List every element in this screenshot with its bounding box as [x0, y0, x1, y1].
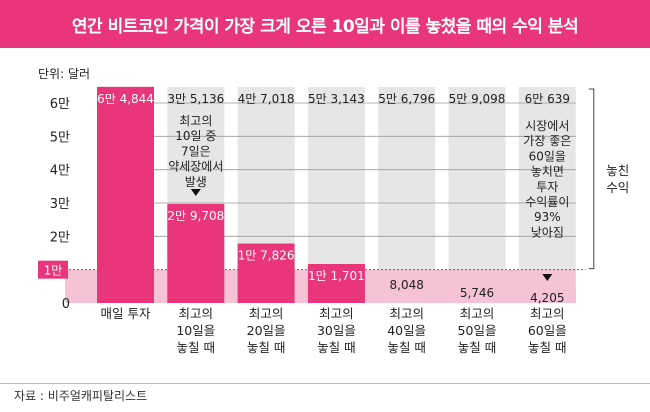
- category-label: 최고의: [249, 306, 284, 321]
- category-label: 최고의: [460, 306, 495, 321]
- source-divider: [0, 383, 650, 384]
- bar: [237, 243, 295, 303]
- category-label: 최고의: [389, 306, 424, 321]
- category-label: 놓칠 때: [247, 340, 285, 355]
- annotation-text: 가장 좋은: [523, 134, 571, 148]
- category-label: 20일을: [247, 323, 286, 338]
- category-label: 60일을: [528, 323, 567, 338]
- missed-profit-bracket: [588, 88, 595, 270]
- bar: [307, 263, 365, 303]
- annotation-text: 10일 중: [175, 129, 216, 143]
- annotation-text: 시장에서: [525, 119, 569, 133]
- annotation-arrow: [190, 188, 201, 196]
- missed-value-label: 6만 639: [525, 92, 570, 106]
- category-label: 놓칠 때: [458, 340, 496, 355]
- y-tick-label: 0: [62, 297, 70, 312]
- category-label: 놓칠 때: [177, 340, 215, 355]
- category-label: 최고의: [179, 306, 214, 321]
- category-label: 30일을: [317, 323, 356, 338]
- missed-profit-area: [448, 87, 506, 270]
- bracket-label: 놓친: [606, 163, 629, 178]
- y-tick-label: 3만: [50, 197, 70, 212]
- bar: [448, 283, 506, 303]
- category-label: 최고의: [530, 306, 565, 321]
- bar: [518, 288, 576, 303]
- category-label: 50일을: [458, 323, 497, 338]
- bar-value-label: 4,205: [530, 291, 564, 305]
- missed-value-label: 3만 5,136: [167, 92, 224, 106]
- category-label: 최고의: [319, 306, 354, 321]
- annotation-text: 약세장에서: [168, 159, 223, 174]
- bracket-label: 수익: [606, 180, 629, 195]
- annotation-text: 최고의: [179, 114, 212, 128]
- bar-value-label: 1만 1,701: [308, 269, 365, 283]
- category-label: 놓칠 때: [387, 340, 425, 355]
- bar-value-label: 2만 9,708: [167, 209, 224, 223]
- category-label: 놓칠 때: [317, 340, 355, 355]
- unit-label: 단위: 달러: [38, 67, 90, 81]
- missed-profit-area: [378, 87, 436, 270]
- bar-value-label: 5,746: [460, 286, 494, 300]
- bar: [167, 203, 225, 303]
- chart-title: 연간 비트코인 가격이 가장 크게 오른 10일과 이를 놓쳤을 때의 수익 분…: [71, 16, 579, 37]
- bar: [97, 86, 154, 303]
- category-label: 매일 투자: [101, 306, 151, 321]
- annotation-text: 놓치면: [531, 165, 564, 179]
- missed-profit-area: [518, 87, 576, 270]
- annotation-text: 투자: [536, 180, 558, 194]
- category-label: 놓칠 때: [528, 340, 566, 355]
- category-label: 40일을: [387, 323, 426, 338]
- annotation-text: 발생: [185, 175, 207, 189]
- bar-value-label: 8,048: [390, 278, 424, 292]
- missed-profit-area: [237, 87, 295, 270]
- annotation-text: 93%: [534, 210, 561, 224]
- bar-value-label: 6만 4,844: [97, 92, 154, 106]
- y-tick-label: 2만: [50, 230, 70, 245]
- missed-value-label: 5만 6,796: [378, 92, 435, 106]
- y-tick-label: 1만: [44, 264, 63, 278]
- missed-value-label: 5만 9,098: [449, 92, 506, 106]
- missed-profit-area: [307, 87, 365, 270]
- bar-value-label: 1만 7,826: [238, 249, 295, 263]
- missed-value-label: 4만 7,018: [238, 92, 295, 106]
- source-note: 자료 : 비주얼캐피탈리스트: [14, 389, 148, 403]
- annotation-text: 60일을: [529, 149, 566, 163]
- y-tick-label: 5만: [50, 130, 70, 145]
- y-tick-label: 4만: [50, 164, 70, 179]
- baseline-tick-bg: [38, 260, 68, 279]
- title-bar: 연간 비트코인 가격이 가장 크게 오른 10일과 이를 놓쳤을 때의 수익 분…: [0, 0, 650, 48]
- missed-value-label: 5만 3,143: [308, 92, 365, 106]
- bar: [378, 276, 436, 303]
- category-label: 10일을: [176, 323, 215, 338]
- annotation-arrow: [542, 273, 553, 281]
- annotation-text: 낮아짐: [531, 225, 564, 239]
- annotation-text: 수익률이: [525, 195, 569, 209]
- annotation-text: 7일은: [181, 144, 211, 158]
- y-tick-label: 6만: [50, 97, 70, 112]
